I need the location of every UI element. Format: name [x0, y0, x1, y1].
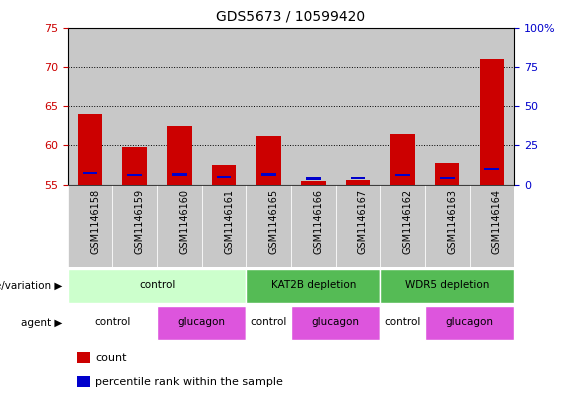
- Bar: [470, 185, 514, 267]
- Bar: [157, 185, 202, 267]
- Bar: [435, 163, 459, 185]
- Text: control: control: [384, 318, 421, 327]
- Bar: [82, 172, 98, 174]
- Bar: [246, 269, 380, 303]
- Text: agent ▶: agent ▶: [21, 318, 62, 328]
- Text: control: control: [139, 280, 175, 290]
- Bar: [167, 126, 192, 185]
- Bar: [68, 185, 112, 267]
- Bar: [380, 269, 514, 303]
- Bar: [77, 376, 90, 387]
- Bar: [77, 352, 90, 364]
- Bar: [350, 176, 366, 179]
- Bar: [216, 176, 232, 178]
- Bar: [291, 307, 380, 340]
- Text: GSM1146164: GSM1146164: [492, 189, 502, 254]
- Bar: [78, 114, 102, 185]
- Bar: [68, 269, 246, 303]
- Bar: [261, 173, 276, 176]
- Text: control: control: [250, 318, 287, 327]
- Bar: [202, 185, 246, 267]
- Bar: [425, 185, 470, 267]
- Bar: [380, 307, 425, 340]
- Text: GSM1146161: GSM1146161: [224, 189, 234, 254]
- Text: control: control: [94, 318, 131, 327]
- Text: GSM1146158: GSM1146158: [90, 189, 100, 254]
- Bar: [157, 307, 246, 340]
- Bar: [123, 147, 147, 185]
- Text: glucagon: glucagon: [312, 318, 359, 327]
- Bar: [112, 185, 157, 267]
- Text: KAT2B depletion: KAT2B depletion: [271, 280, 356, 290]
- Text: GSM1146163: GSM1146163: [447, 189, 457, 254]
- Text: glucagon: glucagon: [446, 318, 493, 327]
- Bar: [484, 168, 499, 170]
- Title: GDS5673 / 10599420: GDS5673 / 10599420: [216, 9, 366, 24]
- Bar: [470, 28, 514, 185]
- Bar: [127, 174, 142, 176]
- Bar: [425, 28, 470, 185]
- Bar: [246, 28, 291, 185]
- Bar: [336, 28, 380, 185]
- Bar: [380, 185, 425, 267]
- Text: GSM1146162: GSM1146162: [402, 189, 412, 254]
- Bar: [291, 28, 336, 185]
- Bar: [257, 136, 281, 185]
- Bar: [246, 307, 291, 340]
- Bar: [246, 185, 291, 267]
- Bar: [112, 28, 157, 185]
- Bar: [202, 28, 246, 185]
- Bar: [212, 165, 236, 185]
- Text: genotype/variation ▶: genotype/variation ▶: [0, 281, 62, 291]
- Bar: [157, 28, 202, 185]
- Bar: [172, 173, 187, 176]
- Text: GSM1146166: GSM1146166: [313, 189, 323, 254]
- Bar: [336, 185, 380, 267]
- Text: GSM1146167: GSM1146167: [358, 189, 368, 254]
- Bar: [440, 176, 455, 179]
- Text: count: count: [95, 353, 127, 363]
- Bar: [301, 181, 325, 185]
- Bar: [380, 28, 425, 185]
- Bar: [395, 174, 410, 176]
- Text: glucagon: glucagon: [178, 318, 225, 327]
- Bar: [68, 28, 112, 185]
- Text: GSM1146160: GSM1146160: [179, 189, 189, 254]
- Text: percentile rank within the sample: percentile rank within the sample: [95, 377, 284, 387]
- Bar: [68, 307, 157, 340]
- Bar: [480, 59, 504, 185]
- Text: GSM1146165: GSM1146165: [268, 189, 279, 254]
- Bar: [425, 307, 514, 340]
- Bar: [390, 134, 415, 185]
- Bar: [346, 180, 370, 185]
- Bar: [291, 185, 336, 267]
- Bar: [306, 177, 321, 180]
- Text: WDR5 depletion: WDR5 depletion: [405, 280, 489, 290]
- Text: GSM1146159: GSM1146159: [134, 189, 145, 254]
